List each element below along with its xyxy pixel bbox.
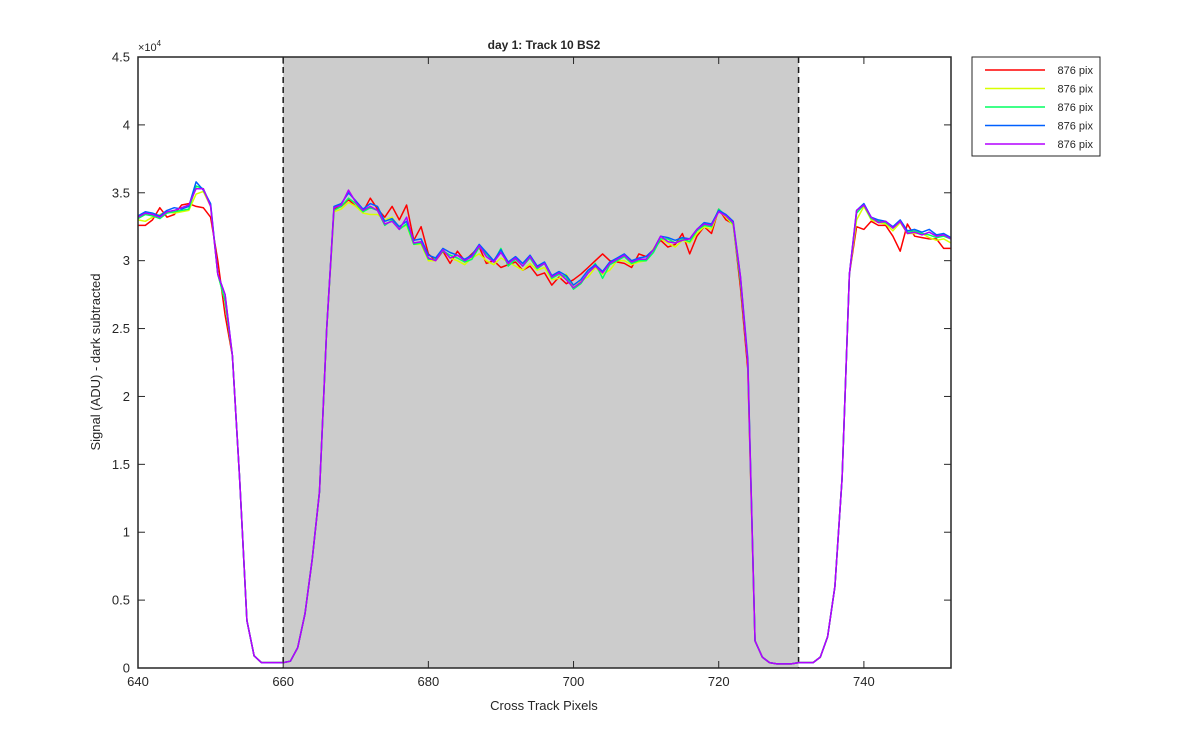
y-axis-exponent-power: 4 [157,39,162,48]
y-axis-exponent-base: ×10 [138,42,157,54]
x-tick-label: 700 [563,674,585,689]
series-line-5 [137,187,952,665]
y-axis-exponent: ×104 [138,39,162,54]
y-axis-ticks: 0 0.5 1 1.5 2 2.5 3 3.5 4 4.5 [112,50,951,676]
series-layer [137,181,952,665]
legend-label-3: 876 pix [1058,102,1094,114]
x-tick-label: 660 [272,674,294,689]
x-axis-label: Cross Track Pixels [490,698,598,713]
x-axis-ticks: 640 660 680 700 720 740 [127,57,875,689]
legend: 876 pix 876 pix 876 pix 876 pix 876 pix [971,56,1101,157]
y-tick-label: 0.5 [112,593,130,608]
x-tick-label: 720 [708,674,730,689]
x-tick-label: 640 [127,674,149,689]
legend-label-4: 876 pix [1058,121,1094,133]
y-tick-label: 4 [123,117,130,132]
x-tick-label: 740 [853,674,875,689]
y-axis-label: Signal (ADU) - dark subtracted [88,273,103,450]
axes-box [137,56,952,669]
legend-label-2: 876 pix [1058,84,1094,96]
y-tick-label: 1 [123,525,130,540]
chart-title: day 1: Track 10 BS2 [488,38,601,52]
legend-label-5: 876 pix [1058,139,1094,151]
legend-label-1: 876 pix [1058,65,1094,77]
x-tick-label: 680 [418,674,440,689]
y-tick-label: 0 [123,661,130,676]
shaded-region [283,57,799,668]
y-tick-label: 1.5 [112,457,130,472]
y-tick-label: 3 [123,253,130,268]
y-tick-label: 3.5 [112,185,130,200]
y-tick-label: 2 [123,389,130,404]
y-tick-label: 4.5 [112,50,130,65]
y-tick-label: 2.5 [112,321,130,336]
